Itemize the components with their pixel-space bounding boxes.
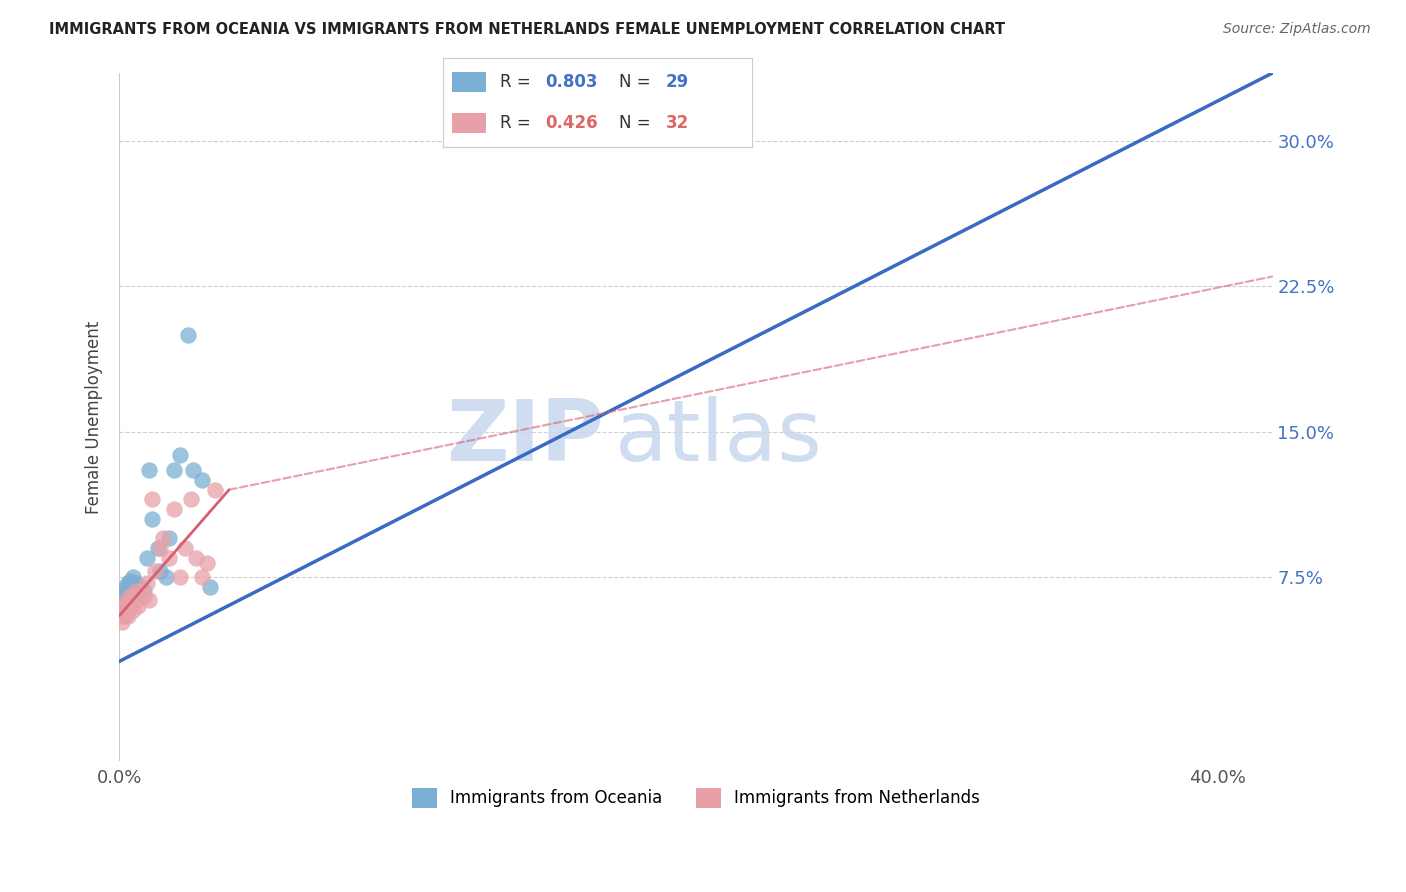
Point (111, 603, 134, 617)
Text: R =: R = (501, 114, 536, 132)
Point (111, 590, 134, 604)
Text: 29: 29 (665, 73, 689, 91)
Point (146, 541, 169, 555)
Point (114, 583, 136, 598)
Point (163, 502, 186, 516)
Point (135, 575, 157, 590)
Point (120, 599, 142, 613)
Point (122, 603, 145, 617)
Point (190, 570, 212, 584)
Point (114, 595, 136, 609)
Point (195, 557, 218, 571)
Point (169, 448, 191, 462)
Point (111, 615, 134, 629)
Point (128, 599, 150, 613)
Point (111, 595, 134, 609)
Point (138, 593, 160, 607)
Point (114, 608, 136, 623)
Point (132, 583, 155, 598)
Text: Source: ZipAtlas.com: Source: ZipAtlas.com (1223, 22, 1371, 37)
Text: 0.803: 0.803 (546, 73, 598, 91)
Point (183, 463, 205, 477)
Y-axis label: Female Unemployment: Female Unemployment (86, 320, 103, 514)
Point (152, 531, 174, 545)
Point (129, 580, 152, 594)
Point (129, 583, 152, 598)
Point (114, 599, 136, 613)
Point (132, 590, 155, 604)
Point (149, 564, 172, 578)
Text: 32: 32 (665, 114, 689, 132)
Point (125, 583, 148, 598)
Point (120, 583, 142, 598)
Point (128, 583, 150, 598)
Point (114, 580, 136, 594)
Point (117, 575, 139, 590)
Point (122, 583, 145, 598)
Point (117, 590, 139, 604)
Point (117, 608, 139, 623)
Point (163, 463, 186, 477)
Point (149, 541, 172, 555)
Bar (453, 113, 486, 133)
Point (138, 463, 160, 477)
Point (117, 599, 139, 613)
Point (111, 608, 134, 623)
Point (180, 492, 202, 507)
Point (125, 583, 148, 598)
Text: atlas: atlas (616, 396, 823, 479)
Point (198, 580, 221, 594)
Point (122, 590, 145, 604)
Legend: Immigrants from Oceania, Immigrants from Netherlands: Immigrants from Oceania, Immigrants from… (405, 781, 987, 814)
Text: N =: N = (619, 114, 657, 132)
Point (117, 583, 139, 598)
Point (157, 550, 180, 565)
Point (125, 575, 148, 590)
Bar (453, 72, 486, 92)
Point (120, 590, 142, 604)
Point (135, 550, 157, 565)
Point (143, 564, 166, 578)
Point (141, 492, 163, 507)
Point (141, 512, 163, 526)
Point (122, 570, 145, 584)
Point (155, 570, 177, 584)
Text: R =: R = (501, 73, 536, 91)
Text: 0.426: 0.426 (546, 114, 598, 132)
Text: ZIP: ZIP (446, 396, 603, 479)
Point (174, 541, 197, 555)
Point (204, 483, 226, 497)
Point (177, 327, 200, 342)
Point (125, 593, 148, 607)
Point (120, 574, 142, 588)
Text: IMMIGRANTS FROM OCEANIA VS IMMIGRANTS FROM NETHERLANDS FEMALE UNEMPLOYMENT CORRE: IMMIGRANTS FROM OCEANIA VS IMMIGRANTS FR… (49, 22, 1005, 37)
Point (157, 531, 180, 545)
Point (169, 570, 191, 584)
Text: N =: N = (619, 73, 657, 91)
Point (190, 473, 212, 487)
Point (186, 550, 208, 565)
